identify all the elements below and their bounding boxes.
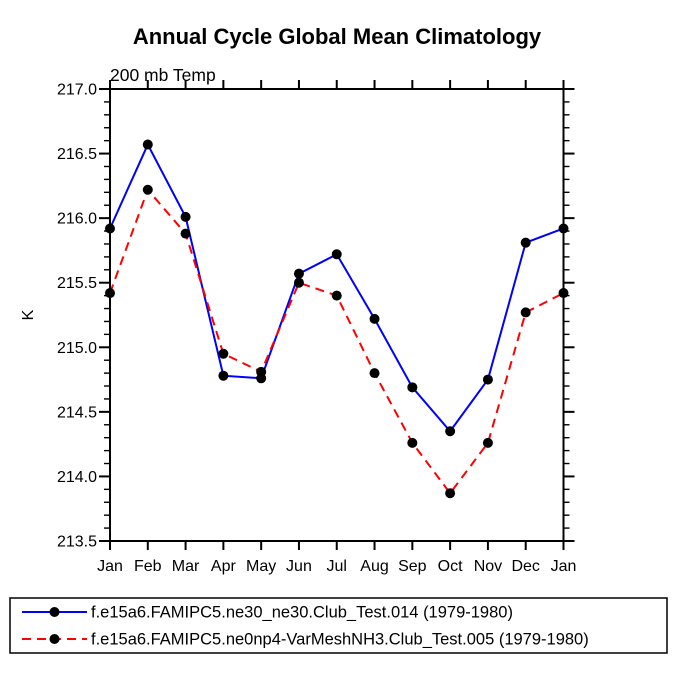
y-tick-label: 213.5	[57, 534, 97, 551]
x-tick-label: Jul	[327, 558, 347, 575]
x-tick-label: Jan	[97, 558, 123, 575]
x-tick-label: Jan	[551, 558, 577, 575]
x-tick-label: Aug	[360, 558, 388, 575]
data-point	[180, 228, 191, 239]
chart-subtitle: 200 mb Temp	[110, 65, 216, 85]
data-point	[218, 370, 229, 381]
chart-title: Annual Cycle Global Mean Climatology	[133, 24, 542, 49]
legend-box	[9, 597, 668, 654]
legend: f.e15a6.FAMIPC5.ne30_ne30.Club_Test.014 …	[9, 597, 668, 654]
data-point	[558, 288, 569, 299]
data-series	[105, 139, 569, 499]
legend-marker-1	[49, 607, 60, 617]
series-line-1	[109, 142, 564, 433]
data-point	[407, 437, 418, 448]
x-tick-label: Feb	[134, 558, 162, 575]
y-tick-label: 214.5	[57, 404, 97, 421]
series-line-2	[109, 187, 564, 495]
y-tick-label: 214.0	[57, 469, 97, 486]
x-tick-label: Apr	[211, 558, 237, 575]
data-point	[520, 237, 531, 248]
data-point	[369, 313, 380, 324]
y-tick-label: 216.5	[57, 146, 97, 163]
y-tick-label: 216.0	[57, 211, 97, 228]
data-point	[520, 307, 531, 318]
data-point	[256, 366, 267, 377]
data-point	[180, 211, 191, 222]
y-axis-label: K	[20, 309, 37, 320]
data-point	[369, 368, 380, 379]
x-tick-label: Dec	[511, 558, 539, 575]
data-point	[331, 290, 342, 301]
data-point	[142, 139, 153, 150]
x-tick-label: Mar	[172, 558, 200, 575]
legend-entry-label-2: f.e15a6.FAMIPC5.ne0np4-VarMeshNH3.Club_T…	[91, 631, 589, 649]
data-point	[142, 184, 153, 195]
data-point	[105, 288, 115, 299]
data-point	[445, 426, 456, 437]
data-point	[445, 488, 456, 499]
y-tick-label: 215.5	[57, 275, 97, 292]
data-point	[482, 374, 493, 385]
legend-marker-2	[49, 634, 60, 644]
y-tick-label: 217.0	[57, 82, 97, 99]
legend-entry-label-1: f.e15a6.FAMIPC5.ne30_ne30.Club_Test.014 …	[91, 604, 513, 622]
data-point	[293, 277, 304, 288]
data-point	[407, 382, 418, 393]
data-point	[293, 268, 304, 279]
data-point	[482, 437, 493, 448]
x-tick-label: Nov	[474, 558, 502, 575]
plot-frame	[109, 88, 565, 542]
plot-axes: Jan Feb Mar Apr May Jun Jul Aug Sep Oct Nov Dec Jan2…	[57, 80, 576, 575]
data-point	[105, 223, 115, 234]
data-point	[558, 223, 569, 234]
x-tick-label: May	[246, 558, 276, 575]
data-point	[331, 249, 342, 260]
x-tick-label: Jun	[286, 558, 312, 575]
y-tick-label: 215.0	[57, 340, 97, 357]
x-tick-label: Oct	[438, 558, 463, 575]
data-point	[218, 348, 229, 359]
x-tick-label: Sep	[398, 558, 427, 575]
